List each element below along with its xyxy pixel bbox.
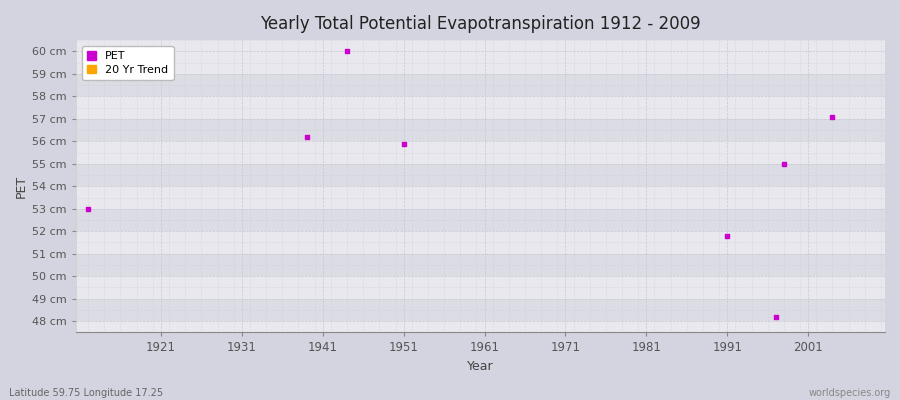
- Bar: [76, 74, 885, 96]
- Point: [777, 160, 791, 167]
- Legend: PET, 20 Yr Trend: PET, 20 Yr Trend: [82, 46, 174, 80]
- Bar: [76, 209, 885, 231]
- Bar: [76, 141, 885, 164]
- Bar: [76, 51, 885, 74]
- Point: [825, 113, 840, 120]
- Point: [340, 48, 355, 54]
- Point: [81, 206, 95, 212]
- Y-axis label: PET: PET: [15, 175, 28, 198]
- Bar: [76, 254, 885, 276]
- Bar: [76, 231, 885, 254]
- Text: worldspecies.org: worldspecies.org: [809, 388, 891, 398]
- Title: Yearly Total Potential Evapotranspiration 1912 - 2009: Yearly Total Potential Evapotranspiratio…: [260, 15, 701, 33]
- Bar: [76, 299, 885, 321]
- Bar: [76, 119, 885, 141]
- X-axis label: Year: Year: [467, 360, 494, 373]
- Bar: [76, 164, 885, 186]
- Point: [769, 314, 783, 320]
- Point: [300, 134, 314, 140]
- Bar: [76, 276, 885, 299]
- Bar: [76, 96, 885, 119]
- Point: [720, 232, 734, 239]
- Bar: [76, 186, 885, 209]
- Text: Latitude 59.75 Longitude 17.25: Latitude 59.75 Longitude 17.25: [9, 388, 163, 398]
- Point: [396, 140, 410, 147]
